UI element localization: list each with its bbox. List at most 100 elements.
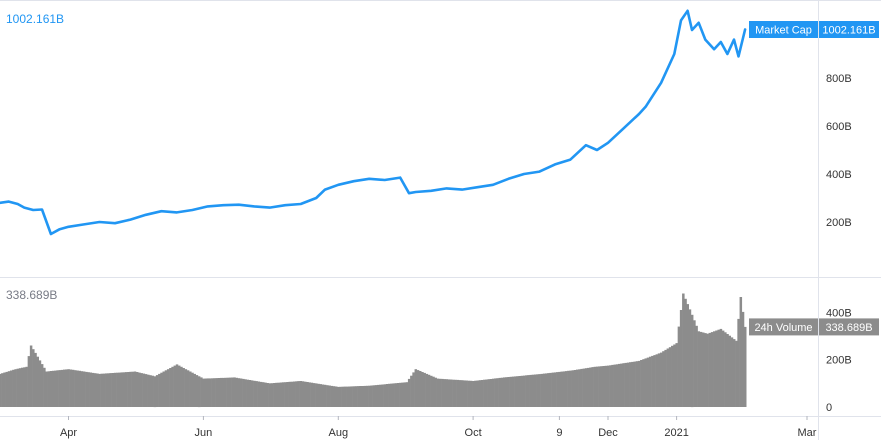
time-axis[interactable]: Apr Jun Aug Oct 9 Dec 2021 Mar xyxy=(60,416,817,439)
volume-bar xyxy=(326,385,329,407)
volume-bar xyxy=(321,384,325,407)
volume-bar xyxy=(100,373,104,407)
volume-bar xyxy=(469,380,473,407)
volume-bar xyxy=(308,382,311,407)
volume-bar xyxy=(175,364,179,407)
volume-bar xyxy=(14,369,17,407)
volume-bar xyxy=(290,381,294,407)
volume-bar xyxy=(476,380,479,407)
volume-bar xyxy=(1,373,4,407)
volume-bar xyxy=(113,372,117,407)
volume-bar xyxy=(193,373,196,407)
volume-bar xyxy=(180,366,183,407)
volume-bar xyxy=(217,378,221,407)
volume-bar xyxy=(463,380,466,407)
volume-bar xyxy=(38,360,42,407)
volume-bar xyxy=(109,373,112,407)
volume-bar xyxy=(228,377,232,407)
volume-bar xyxy=(54,370,57,407)
volume-bar xyxy=(392,383,395,407)
volume-bar xyxy=(533,374,537,407)
volume-bar xyxy=(312,383,316,407)
volume-bar xyxy=(613,364,617,407)
volume-bar xyxy=(226,377,230,407)
volume-bar xyxy=(365,385,369,407)
volume-bar xyxy=(91,372,95,407)
volume-bar xyxy=(138,372,141,407)
volume-bar xyxy=(617,363,621,407)
volume-bar xyxy=(197,376,201,408)
volume-bar xyxy=(514,376,517,407)
market-cap-pane[interactable] xyxy=(0,9,747,236)
volume-value-badge: 338.689B xyxy=(819,318,879,336)
volume-bar xyxy=(304,381,307,407)
volume-bar xyxy=(445,379,449,407)
volume-bar xyxy=(173,365,177,407)
volume-bar xyxy=(213,378,216,407)
volume-bar xyxy=(147,374,150,407)
volume-bar xyxy=(142,373,146,407)
volume-bar xyxy=(558,371,561,407)
volume-bar xyxy=(182,368,185,407)
volume-bar xyxy=(315,383,318,407)
volume-bar xyxy=(348,386,351,407)
volume-bar xyxy=(410,375,413,407)
volume-bar xyxy=(78,370,81,407)
volume-bar xyxy=(370,385,373,407)
volume-bar xyxy=(560,371,563,407)
volume-y-tick-label: 0 xyxy=(826,402,832,414)
volume-bar xyxy=(51,370,55,407)
volume-bar xyxy=(297,381,300,407)
volume-bar xyxy=(741,311,745,407)
volume-bar xyxy=(56,370,59,407)
volume-bar xyxy=(644,358,647,407)
volume-bar xyxy=(368,385,371,407)
volume-bar xyxy=(695,325,698,407)
volume-bar xyxy=(511,376,515,407)
volume-bar xyxy=(273,383,276,407)
volume-pane[interactable] xyxy=(0,293,747,408)
volume-bar xyxy=(80,371,84,407)
volume-bar xyxy=(98,373,101,407)
volume-bar xyxy=(237,378,241,407)
market-cap-y-axis[interactable]: 200B 400B 600B 800B xyxy=(826,73,852,229)
volume-bar xyxy=(49,371,53,407)
volume-bar xyxy=(58,370,62,407)
volume-y-tick-label: 200B xyxy=(826,355,852,367)
market-cap-y-tick-label: 800B xyxy=(826,73,852,85)
volume-bar xyxy=(268,383,272,407)
volume-bar xyxy=(657,353,661,407)
volume-bar xyxy=(489,379,493,407)
volume-bar xyxy=(403,382,407,407)
volume-bar xyxy=(279,382,283,407)
volume-bar xyxy=(582,368,586,407)
volume-bar xyxy=(701,332,705,407)
volume-bar xyxy=(688,309,692,407)
volume-bar xyxy=(253,380,256,407)
volume-bar xyxy=(105,373,108,407)
volume-bar xyxy=(12,369,15,407)
volume-bar xyxy=(715,330,718,407)
volume-bar xyxy=(124,372,128,407)
volume-bar xyxy=(651,355,654,407)
volume-bar xyxy=(107,373,110,407)
volume-y-axis[interactable]: 0 200B 400B xyxy=(826,307,852,414)
volume-bar xyxy=(399,382,402,407)
volume-bar xyxy=(562,371,566,407)
volume-bar xyxy=(662,351,665,407)
volume-bar xyxy=(334,386,338,407)
volume-bars xyxy=(0,293,747,408)
volume-bar xyxy=(346,386,349,407)
volume-bar xyxy=(204,378,208,407)
time-axis-tick-label: Oct xyxy=(465,427,482,439)
volume-bar xyxy=(732,339,736,407)
volume-bar xyxy=(122,372,126,407)
volume-bar xyxy=(235,377,238,407)
volume-badge-label: 24h Volume xyxy=(754,322,812,334)
volume-bar xyxy=(587,367,590,407)
volume-bar xyxy=(573,370,577,407)
volume-bar xyxy=(500,377,504,407)
volume-bar xyxy=(626,362,630,407)
volume-bar xyxy=(374,385,378,407)
